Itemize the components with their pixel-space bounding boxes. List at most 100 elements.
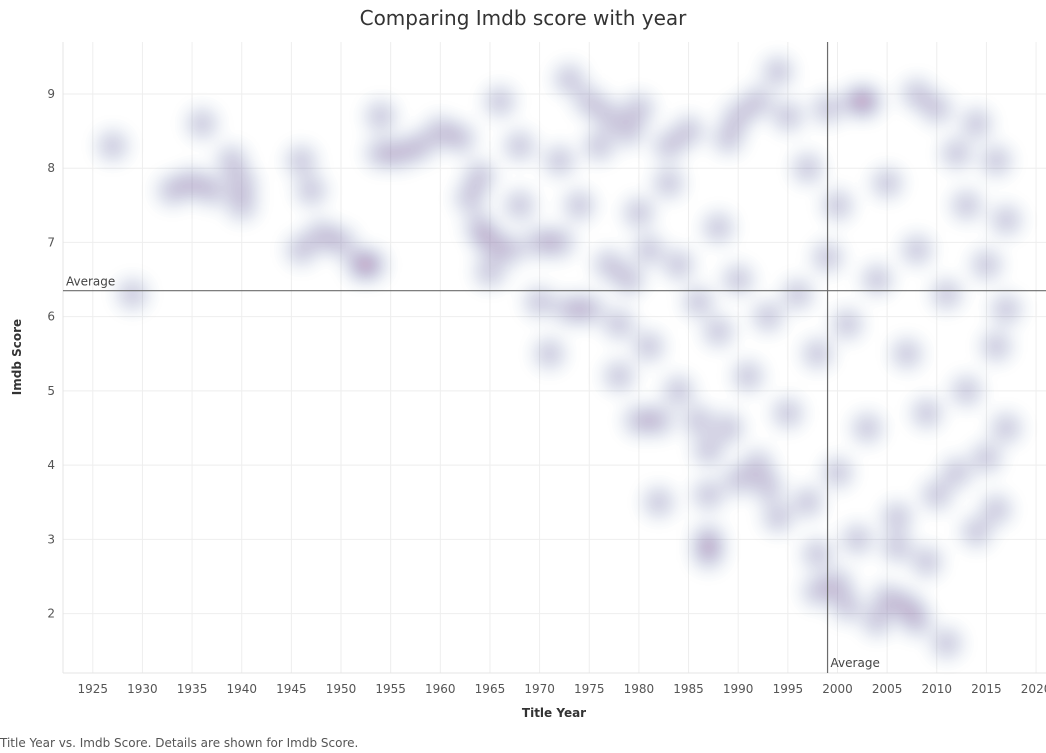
x-tick-label: 1925 [78, 682, 109, 696]
data-point [484, 86, 515, 117]
x-tick-label: 1975 [574, 682, 605, 696]
data-point [782, 279, 813, 310]
data-point [802, 539, 833, 570]
data-point [723, 264, 754, 295]
data-point [762, 502, 793, 533]
x-tick-label: 1970 [524, 682, 555, 696]
data-point [901, 606, 932, 637]
data-point [991, 294, 1022, 325]
x-tick-label: 1945 [276, 682, 307, 696]
data-point [951, 190, 982, 221]
y-tick-label: 4 [47, 458, 55, 472]
data-point [961, 516, 992, 547]
chart-title: Comparing Imdb score with year [359, 6, 687, 30]
data-point [971, 442, 1002, 473]
x-axis-title: Title Year [522, 706, 586, 720]
data-point [901, 234, 932, 265]
data-point [693, 479, 724, 510]
y-tick-label: 3 [47, 532, 55, 546]
reference-lines: Average Average [63, 42, 1046, 673]
data-point [961, 108, 992, 139]
data-point [852, 86, 883, 117]
x-tick-label: 2020 [1021, 682, 1046, 696]
x-tick-label: 1950 [326, 682, 357, 696]
data-point [941, 457, 972, 488]
chart-caption: Title Year vs. Imdb Score. Details are s… [0, 736, 359, 750]
data-point [286, 145, 317, 176]
data-point [683, 286, 714, 317]
data-point [494, 234, 525, 265]
data-point [534, 338, 565, 369]
data-point [326, 227, 357, 258]
data-point [882, 531, 913, 562]
x-tick-label: 2005 [872, 682, 903, 696]
data-point [504, 130, 535, 161]
data-point [752, 472, 783, 503]
y-axis-title: Imdb Score [10, 319, 24, 395]
data-point [445, 123, 476, 154]
data-point [743, 86, 774, 117]
y-tick-label: 8 [47, 161, 55, 175]
y-tick-label: 2 [47, 607, 55, 621]
data-point [862, 264, 893, 295]
y-tick-label: 5 [47, 384, 55, 398]
data-point [544, 227, 575, 258]
data-point [653, 168, 684, 199]
data-point [226, 168, 257, 199]
data-point [643, 405, 674, 436]
data-point [465, 160, 496, 191]
data-point [196, 175, 227, 206]
data-point [703, 212, 734, 243]
data-point [822, 457, 853, 488]
x-tick-label: 1990 [723, 682, 754, 696]
data-point [981, 145, 1012, 176]
data-point [931, 279, 962, 310]
data-point [604, 309, 635, 340]
data-point [544, 145, 575, 176]
data-point [663, 249, 694, 280]
y-tick-label: 6 [47, 310, 55, 324]
x-tick-label: 1995 [773, 682, 804, 696]
data-point [713, 413, 744, 444]
data-point [981, 494, 1012, 525]
data-point [733, 361, 764, 392]
x-tick-label: 1980 [624, 682, 655, 696]
data-point [683, 405, 714, 436]
data-point [872, 168, 903, 199]
x-tick-label: 1960 [425, 682, 456, 696]
data-point [822, 190, 853, 221]
data-point [842, 524, 873, 555]
data-point [921, 93, 952, 124]
x-tick-label: 2000 [822, 682, 853, 696]
data-point [365, 101, 396, 132]
x-tick-label: 1930 [127, 682, 158, 696]
x-tick-label: 2010 [922, 682, 953, 696]
data-point [752, 301, 783, 332]
data-point [703, 316, 734, 347]
data-point [355, 249, 386, 280]
x-tick-label: 2015 [971, 682, 1002, 696]
data-point [117, 279, 148, 310]
data-point [643, 487, 674, 518]
data-point [832, 309, 863, 340]
x-tick-label: 1965 [475, 682, 506, 696]
data-point [991, 413, 1022, 444]
data-point [296, 175, 327, 206]
data-point [693, 539, 724, 570]
data-point [991, 205, 1022, 236]
data-point [504, 190, 535, 221]
x-tick-label: 1940 [226, 682, 257, 696]
data-point [951, 375, 982, 406]
data-point [882, 502, 913, 533]
data-point [226, 190, 257, 221]
data-point [623, 93, 654, 124]
data-point [97, 130, 128, 161]
data-point [931, 628, 962, 659]
x-average-label: Average [831, 656, 880, 670]
x-tick-label: 1985 [673, 682, 704, 696]
data-point [852, 413, 883, 444]
data-point [941, 138, 972, 169]
data-point [623, 197, 654, 228]
data-point [792, 153, 823, 184]
